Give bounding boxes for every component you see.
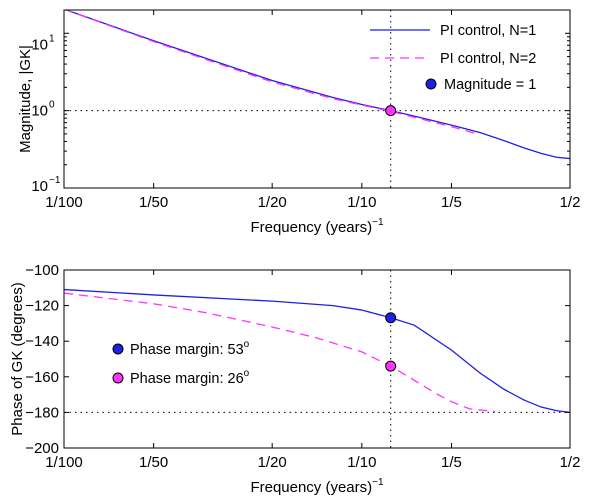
x-tick-label: 1/10 [347, 454, 376, 471]
y-axis-label: Magnitude, |GK| [17, 45, 34, 153]
x-tick-label: 1/10 [347, 194, 376, 211]
x-tick-label: 1/2 [560, 194, 581, 211]
y-tick-label: −100 [25, 262, 59, 279]
axes-box [63, 269, 571, 449]
x-tick-label: 1/20 [258, 454, 287, 471]
x-tick-label: 1/50 [139, 194, 168, 211]
y-tick-label: 10 [31, 36, 48, 53]
legend-label-2: Phase margin: 26o [130, 368, 250, 387]
series-line-2 [64, 10, 476, 134]
y-tick-label-exponent: 0 [49, 100, 55, 111]
series-line-1 [64, 288, 570, 414]
y-axis-label: Phase of GK (degrees) [9, 282, 26, 435]
x-axis-label-exponent: −1 [372, 217, 384, 228]
y-tick-label: −120 [25, 298, 59, 315]
legend-label-1: Phase margin: 53o [130, 339, 250, 358]
x-tick-label: 1/20 [258, 194, 287, 211]
x-axis-label: Frequency (years)−1 [250, 477, 384, 496]
y-tick-label: −180 [25, 404, 59, 421]
legend-label-1: PI control, N=1 [440, 23, 536, 39]
panel-phase: 1/100 1/50 1/20 1/10 1/5 1/2 −200 −180 −160 −140 −… [9, 262, 580, 496]
y-tick-label-exponent: −1 [49, 175, 61, 186]
y-tick-label-base: 10 [31, 36, 48, 53]
x-axis-label: Frequency (years)−1 [250, 217, 384, 236]
y-tick-label: 10 [31, 178, 48, 195]
data-marker-1 [385, 105, 397, 117]
x-axis-label-exponent: −1 [372, 477, 384, 488]
legend-label-1-base: Phase margin: 53 [130, 342, 244, 358]
y-tick-label-exponent: 1 [49, 33, 55, 44]
x-tick-label: 1/50 [139, 454, 168, 471]
x-tick-label: 1/5 [441, 194, 462, 211]
data-marker-2 [385, 360, 397, 372]
y-tick-label-base: 10 [31, 103, 48, 120]
x-axis-label-text: Frequency (years) [250, 479, 372, 496]
legend-label-2-sup: o [244, 368, 250, 379]
legend-label-marker: Magnitude = 1 [444, 77, 536, 93]
axes-box [63, 9, 571, 189]
y-tick-label: −140 [25, 333, 59, 350]
x-axis-label-text: Frequency (years) [250, 219, 372, 236]
y-tick-label-base: 10 [31, 178, 48, 195]
y-tick-label: 10 [31, 103, 48, 120]
series-line-2 [64, 292, 496, 413]
x-tick-label: 1/100 [45, 194, 83, 211]
series-line-1 [64, 10, 570, 160]
data-marker-1 [385, 312, 397, 324]
legend-marker [425, 78, 437, 90]
legend-marker-1 [112, 343, 124, 355]
x-tick-label: 1/2 [560, 454, 581, 471]
legend-marker-2 [112, 372, 124, 384]
y-tick-label: −200 [25, 440, 59, 457]
y-tick-label: −160 [25, 369, 59, 386]
legend: PI control, N=1 PI control, N=2 Magnitude … [370, 23, 536, 93]
legend-label-2-base: Phase margin: 26 [130, 371, 244, 387]
x-tick-label: 1/5 [441, 454, 462, 471]
legend-label-2: PI control, N=2 [440, 51, 536, 67]
legend-label-1-sup: o [244, 339, 250, 350]
x-tick-label: 1/100 [45, 454, 83, 471]
